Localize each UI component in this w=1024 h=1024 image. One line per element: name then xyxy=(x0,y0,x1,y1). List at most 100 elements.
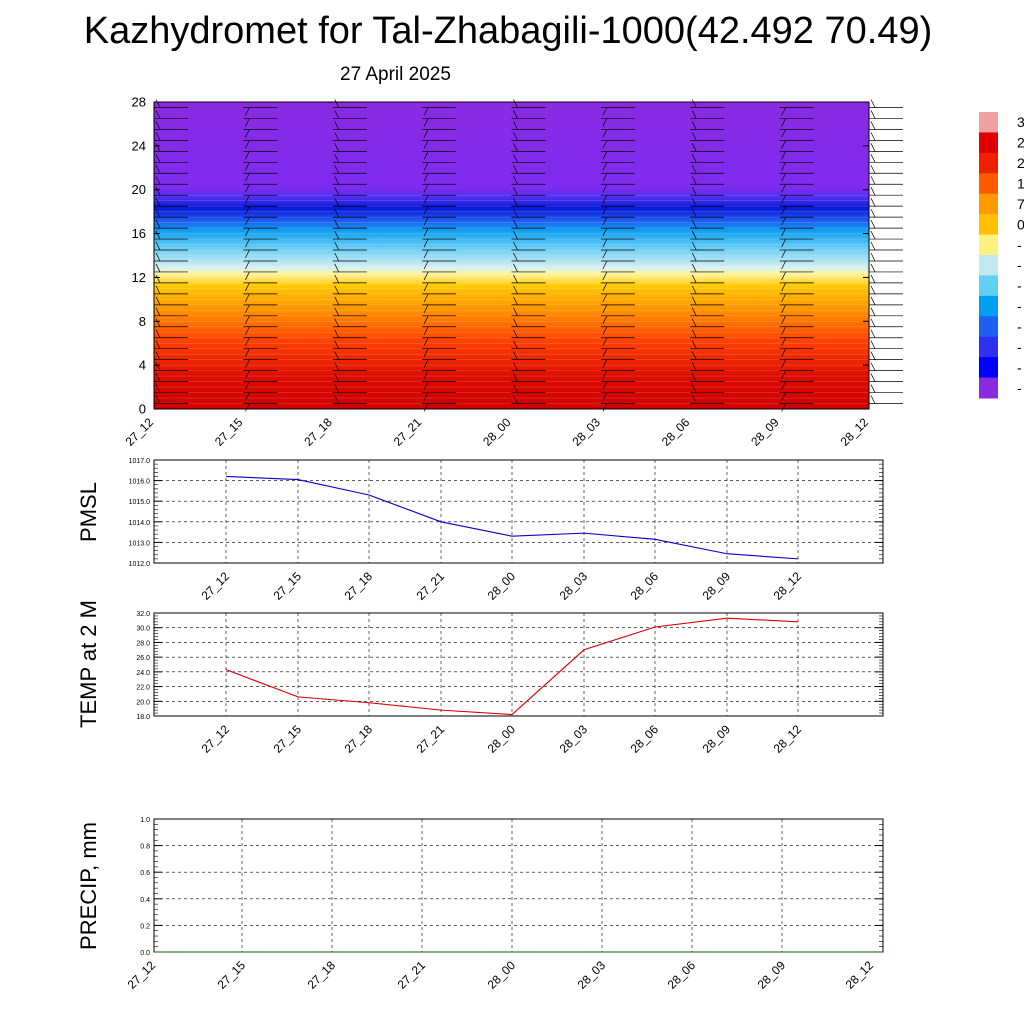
colorbar-swatch xyxy=(979,152,998,174)
wind-barb-flag xyxy=(691,154,697,163)
wind-barb-flag xyxy=(781,118,786,127)
wind-barb-flag xyxy=(155,176,161,185)
wind-barb-flag xyxy=(245,392,250,401)
wind-barb-flag xyxy=(781,238,786,248)
wind-barb-flag xyxy=(781,129,786,138)
pmsl-y-tick-label: 1017.0 xyxy=(129,458,151,465)
wind-barb-flag xyxy=(423,184,429,193)
wind-barb-flag xyxy=(513,121,518,130)
wind-barb-flag xyxy=(245,403,250,412)
wind-barb-flag xyxy=(423,173,429,182)
profile-y-tick-label: 20 xyxy=(132,182,146,197)
precip-x-tick-label: 28_12 xyxy=(843,958,877,992)
pmsl-x-tick-label: 27_18 xyxy=(342,569,376,603)
wind-barb-flag xyxy=(334,143,340,152)
wind-barb-flag xyxy=(870,373,876,382)
colorbar-swatch xyxy=(979,173,998,195)
profile-y-tick-label: 12 xyxy=(132,270,146,285)
precip-y-tick-label: 0.0 xyxy=(140,950,150,957)
wind-barb-flag xyxy=(513,110,518,119)
colorbar-label: 7 xyxy=(1017,196,1024,212)
wind-barb-flag xyxy=(423,238,429,248)
wind-barb-flag xyxy=(781,227,786,237)
wind-barb-flag xyxy=(602,392,608,401)
wind-barb-flag xyxy=(870,340,876,349)
wind-barb-flag xyxy=(334,121,340,130)
colorbar-swatch xyxy=(979,275,998,297)
wind-barb-flag xyxy=(602,118,608,127)
wind-barb-flag xyxy=(870,99,876,108)
temp2m-x-tick-label: 27_15 xyxy=(271,722,305,756)
precip-frame xyxy=(153,818,884,953)
wind-barb-flag xyxy=(334,230,340,240)
wind-barb-flag xyxy=(602,326,608,335)
wind-barb-flag xyxy=(245,249,250,259)
wind-barb-flag xyxy=(602,337,608,346)
wind-barb-flag xyxy=(334,132,340,141)
precip-y-axis-title: PRECIP, mm xyxy=(76,822,101,950)
wind-barb-flag xyxy=(334,99,340,108)
pmsl-y-tick-label: 1016.0 xyxy=(129,479,151,486)
colorbar-label: - xyxy=(1017,319,1022,335)
wind-barb-flag xyxy=(155,296,161,305)
wind-barb-flag xyxy=(781,173,786,182)
wind-barb-flag xyxy=(334,241,340,251)
wind-barb-flag xyxy=(513,384,518,393)
temp2m-x-tick-label: 28_12 xyxy=(771,722,805,756)
wind-barb-flag xyxy=(155,329,161,338)
wind-barb-flag xyxy=(691,329,697,338)
wind-barb-flag xyxy=(513,296,518,305)
wind-barb-flag xyxy=(691,99,697,108)
wind-barb-flag xyxy=(513,307,518,316)
wind-barb-flag xyxy=(155,351,161,360)
wind-barb-flag xyxy=(513,241,518,251)
wind-barb-flag xyxy=(870,187,876,196)
wind-barb-flag xyxy=(245,282,250,292)
temp2m-y-tick-label: 26.0 xyxy=(136,655,150,662)
wind-barb-flag xyxy=(155,187,161,196)
wind-barb-flag xyxy=(513,132,518,141)
profile-x-tick-label: 27_21 xyxy=(391,415,425,449)
precip-x-tick-label: 27_18 xyxy=(305,958,339,992)
wind-barb-flag xyxy=(870,252,876,262)
wind-barb-flag xyxy=(245,359,250,368)
wind-barb-flag xyxy=(602,282,608,292)
wind-barb-flag xyxy=(870,198,876,207)
colorbar-label: 2 xyxy=(1017,135,1024,151)
temp2m-x-tick-label: 28_09 xyxy=(700,722,734,756)
wind-barb-flag xyxy=(781,315,786,324)
profile-y-tick-label: 4 xyxy=(139,358,146,373)
wind-barb-flag xyxy=(155,219,161,229)
wind-barb-flag xyxy=(334,198,340,207)
wind-barb-flag xyxy=(423,304,429,313)
colorbar-swatch xyxy=(979,234,998,256)
precip-y-tick-label: 0.4 xyxy=(140,897,150,904)
precip-y-tick-label: 0.6 xyxy=(140,870,150,877)
wind-barb-flag xyxy=(513,230,518,240)
wind-barb-flag xyxy=(691,263,697,273)
wind-barb-flag xyxy=(602,315,608,324)
wind-barb-flag xyxy=(423,129,429,138)
wind-barb-flag xyxy=(334,307,340,316)
wind-barb-flag xyxy=(334,187,340,196)
wind-barb-flag xyxy=(334,176,340,185)
wind-barb-flag xyxy=(870,263,876,273)
colorbar-label: 1 xyxy=(1017,176,1024,192)
pmsl-x-tick-label: 28_00 xyxy=(485,569,519,603)
wind-barb-flag xyxy=(155,340,161,349)
wind-barb-flag xyxy=(691,187,697,196)
wind-barb-flag xyxy=(781,293,786,303)
wind-barb-flag xyxy=(691,274,697,284)
pmsl-x-tick-label: 27_12 xyxy=(199,569,233,603)
wind-barb-flag xyxy=(334,318,340,327)
wind-barb-flag xyxy=(870,318,876,327)
wind-barb-flag xyxy=(155,198,161,207)
wind-barb-flag xyxy=(691,318,697,327)
colorbar-swatch xyxy=(979,336,998,358)
wind-barb-flag xyxy=(513,318,518,327)
wind-barb-flag xyxy=(155,318,161,327)
precip-x-tick-label: 27_12 xyxy=(125,958,159,992)
wind-barb-flag xyxy=(870,165,876,174)
wind-barb-flag xyxy=(781,140,786,149)
